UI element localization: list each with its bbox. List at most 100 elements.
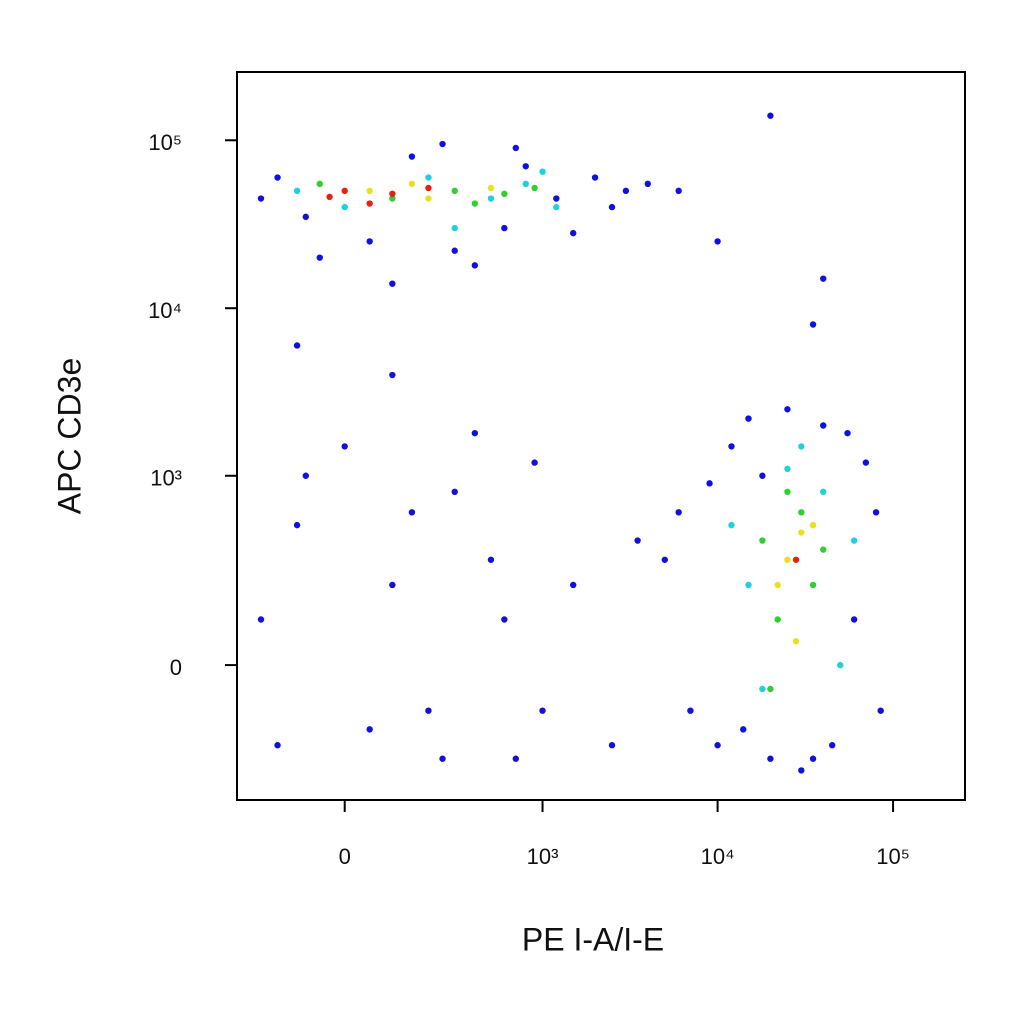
point xyxy=(389,190,396,198)
point xyxy=(408,180,416,188)
point xyxy=(425,195,432,202)
y-tick-label: 10⁴ xyxy=(148,298,182,323)
point xyxy=(714,238,721,245)
point xyxy=(389,280,396,287)
point xyxy=(798,767,805,774)
point xyxy=(366,200,373,207)
point xyxy=(512,144,519,152)
point xyxy=(820,275,827,282)
x-tick-label: 10⁴ xyxy=(701,844,735,869)
point xyxy=(622,187,630,195)
point xyxy=(608,742,616,749)
point xyxy=(293,342,301,349)
point xyxy=(784,488,791,496)
point xyxy=(784,465,791,473)
point xyxy=(451,224,458,232)
y-axis-label: APC CD3e xyxy=(51,358,87,515)
point xyxy=(451,187,458,195)
point xyxy=(539,707,546,714)
point xyxy=(820,546,827,553)
point xyxy=(877,707,884,714)
point xyxy=(837,661,844,669)
point xyxy=(293,521,301,529)
x-axis-label: PE I-A/I-E xyxy=(522,921,664,957)
point xyxy=(341,203,348,211)
point xyxy=(539,168,546,175)
point xyxy=(820,488,827,496)
point xyxy=(759,537,766,544)
point xyxy=(408,509,416,516)
point xyxy=(425,174,432,181)
point xyxy=(608,203,616,211)
point xyxy=(316,254,323,261)
point xyxy=(798,529,805,536)
point xyxy=(767,112,774,119)
plot-frame xyxy=(236,71,966,801)
point xyxy=(553,195,560,202)
point xyxy=(591,174,599,181)
point xyxy=(784,556,791,563)
point xyxy=(850,616,858,623)
y-tick-label: 0 xyxy=(170,655,182,680)
point xyxy=(389,195,396,202)
point xyxy=(451,488,458,496)
point xyxy=(451,247,458,254)
point xyxy=(274,742,281,749)
point xyxy=(740,726,747,733)
point xyxy=(774,616,781,623)
point xyxy=(767,755,774,762)
point xyxy=(570,581,577,589)
point xyxy=(792,556,800,563)
point xyxy=(293,187,301,195)
point xyxy=(728,443,735,450)
point xyxy=(714,742,721,749)
point xyxy=(745,581,752,589)
point xyxy=(471,200,479,207)
point xyxy=(687,707,694,714)
point xyxy=(675,187,682,195)
point xyxy=(341,187,348,195)
point xyxy=(274,174,281,181)
point xyxy=(341,443,348,450)
point xyxy=(809,581,817,589)
y-tick-label: 10⁵ xyxy=(148,130,182,155)
point xyxy=(501,190,508,198)
point xyxy=(809,321,817,328)
point xyxy=(439,140,446,148)
point xyxy=(820,422,827,429)
point xyxy=(644,180,651,188)
point xyxy=(471,429,479,437)
point xyxy=(408,153,416,160)
point xyxy=(675,509,682,516)
point xyxy=(257,195,265,202)
point xyxy=(501,616,508,623)
point xyxy=(366,726,373,733)
point xyxy=(257,616,265,623)
point xyxy=(366,187,373,195)
point xyxy=(366,238,373,245)
point xyxy=(302,213,309,221)
point xyxy=(634,537,641,544)
point xyxy=(389,371,396,379)
point xyxy=(872,509,880,516)
point xyxy=(850,537,858,544)
point xyxy=(522,163,529,170)
point xyxy=(829,742,836,749)
point xyxy=(439,755,446,762)
point xyxy=(553,203,560,211)
point xyxy=(661,556,668,563)
point xyxy=(759,472,766,479)
point xyxy=(792,638,800,645)
point xyxy=(326,193,333,201)
point xyxy=(487,184,495,192)
x-tick-label: 0 xyxy=(339,844,351,869)
point xyxy=(706,480,713,487)
point xyxy=(809,755,817,762)
x-tick-label: 10⁵ xyxy=(876,844,910,869)
point xyxy=(844,429,851,437)
point xyxy=(798,509,805,516)
point xyxy=(759,685,766,693)
point xyxy=(501,224,508,232)
point xyxy=(570,229,577,237)
